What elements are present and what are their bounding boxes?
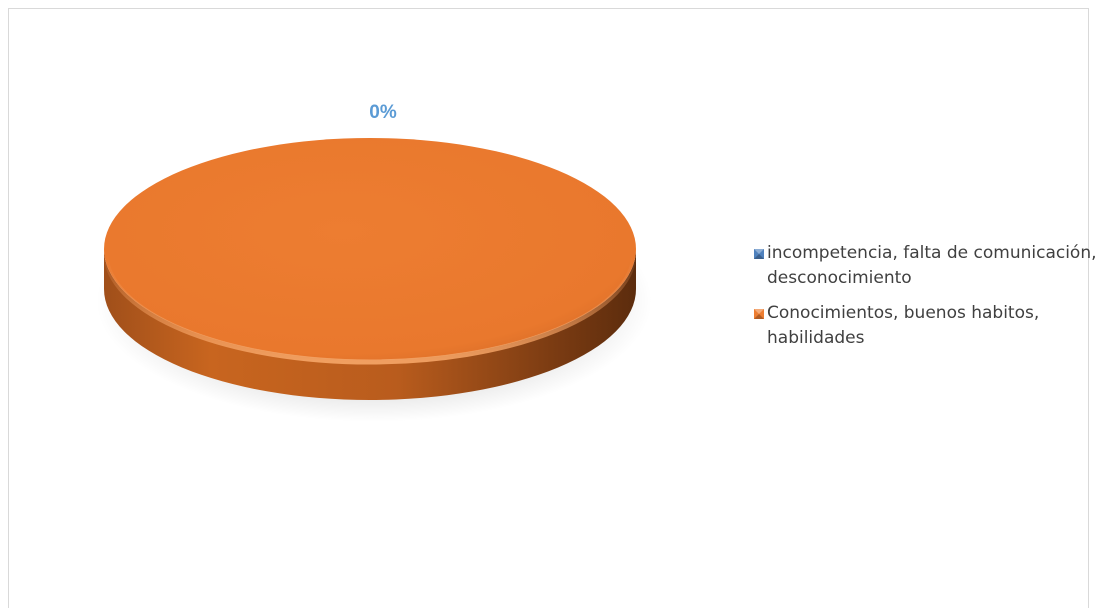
pie-rim-highlight — [103, 252, 637, 365]
legend: incompetencia, falta de comunicación, de… — [754, 241, 1097, 361]
chart-area: 0% incompetencia, falta de comunicación,… — [8, 8, 1097, 608]
legend-marker-blue — [754, 249, 764, 259]
legend-marker-orange — [754, 309, 764, 319]
legend-label-conocimientos: Conocimientos, buenos habitos, habilidad… — [767, 303, 1040, 348]
pie-chart: 0% — [96, 102, 652, 422]
legend-item-conocimientos: Conocimientos, buenos habitos, habilidad… — [754, 301, 1097, 351]
data-label-incompetencia: 0% — [369, 102, 397, 123]
pie-slice-side — [104, 249, 636, 400]
legend-item-incompetencia: incompetencia, falta de comunicación, de… — [754, 241, 1097, 291]
legend-label-incompetencia: incompetencia, falta de comunicación, de… — [767, 243, 1097, 288]
pie-slice-conocimientos — [104, 138, 636, 360]
